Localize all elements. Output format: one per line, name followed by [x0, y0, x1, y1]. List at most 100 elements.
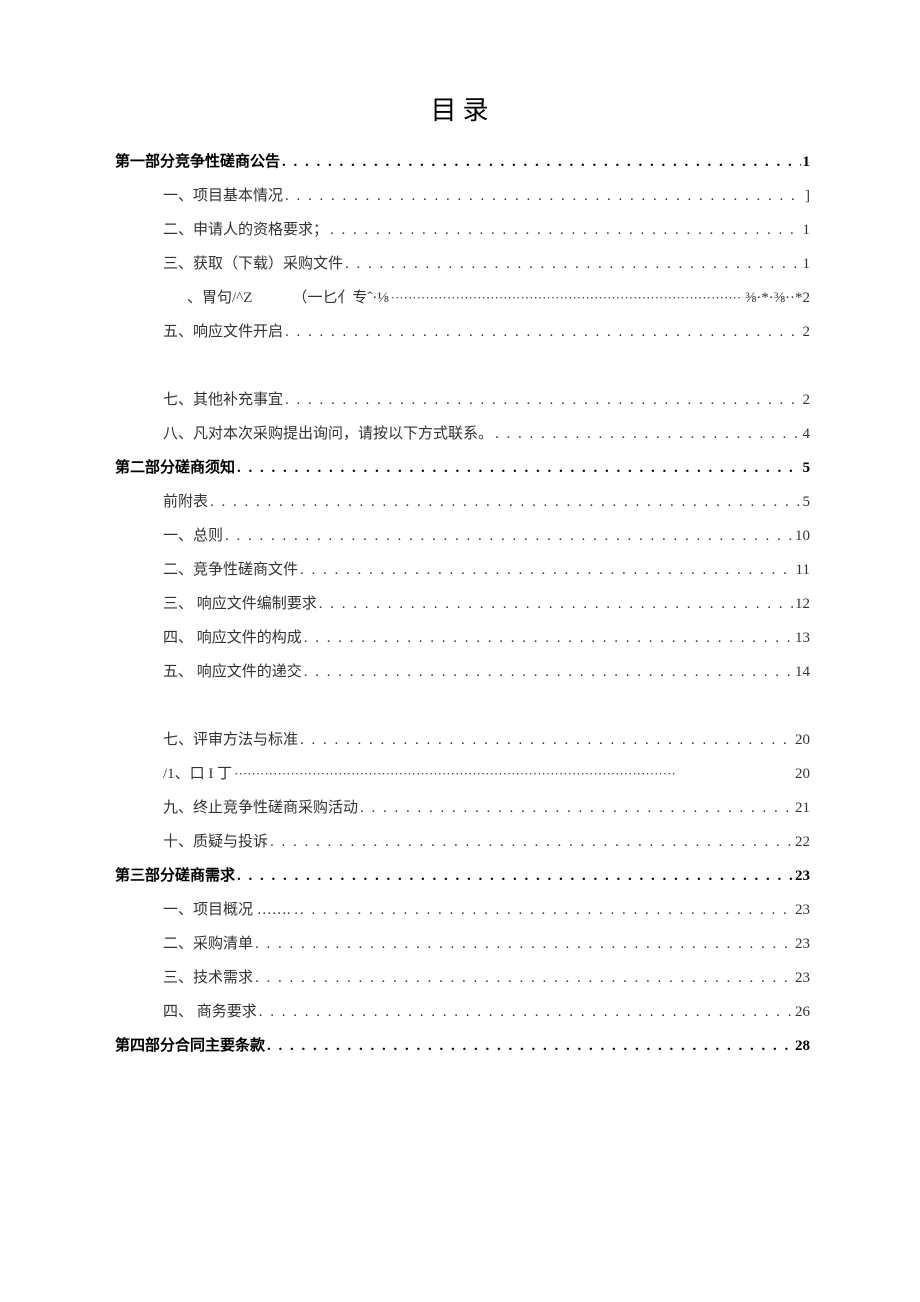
toc-page: 11	[796, 563, 810, 578]
toc-leader: . . . . . . . . . . . . . . . . . . . . …	[304, 631, 793, 646]
toc-label: 四、 响应文件的构成	[163, 631, 302, 646]
toc-page: 1	[803, 223, 811, 238]
toc-leader: . . . . . . . . . . . . . . . . . . . . …	[237, 461, 800, 476]
toc-label: 二、申请人的资格要求；	[163, 223, 328, 238]
toc-label: 第一部分竞争性磋商公告	[115, 155, 280, 170]
toc-blank-row	[115, 699, 810, 733]
toc-entry: 三、 响应文件编制要求 . . . . . . . . . . . . . . …	[163, 597, 810, 612]
toc-label: 五、响应文件开启	[163, 325, 283, 340]
toc-extra: （一匕亻专ˆ·⅛	[292, 291, 388, 306]
toc-entry-part4: 第四部分合同主要条款 . . . . . . . . . . . . . . .…	[115, 1039, 810, 1054]
toc-label: 九、终止竞争性磋商采购活动	[163, 801, 358, 816]
toc-page: 13	[795, 631, 810, 646]
toc-leader: . . . . . . . . . . . . . . . . . . . . …	[330, 223, 800, 238]
toc-label: 七、其他补充事宜	[163, 393, 283, 408]
toc-leader: . . . . . . . . . . . . . . . . . . . . …	[319, 597, 793, 612]
toc-label: 前附表	[163, 495, 208, 510]
toc-label: 二、竞争性磋商文件	[163, 563, 298, 578]
toc-page: 23	[795, 937, 810, 952]
toc-page: 10	[795, 529, 810, 544]
toc-label: 十、质疑与投诉	[163, 835, 268, 850]
toc-leader: . . . . . . . . . . . . . . . . . . . . …	[255, 937, 793, 952]
toc-leader: . . . . . . . . . . . . . . . . . . . . …	[270, 835, 793, 850]
toc-leader: . . . . . . . . . . . . . . . . . . . . …	[300, 733, 793, 748]
toc-leader: . . . . . . . . . . . . . . . . . . . . …	[304, 665, 793, 680]
toc-page: 5	[803, 495, 811, 510]
toc-leader: . . . . . . . . . . . . . . . . . . . . …	[495, 427, 800, 442]
toc-leader: . . . . . . . . . . . . . . . . . . . . …	[267, 1039, 793, 1054]
toc-leader: . . . . . . . . . . . . . . . . . . . . …	[237, 869, 793, 884]
toc-page: 23	[795, 971, 810, 986]
toc-label: 二、采购清单	[163, 937, 253, 952]
toc-entry: 十、质疑与投诉 . . . . . . . . . . . . . . . . …	[163, 835, 810, 850]
toc-entry: 九、终止竞争性磋商采购活动 . . . . . . . . . . . . . …	[163, 801, 810, 816]
toc-entry: 二、竞争性磋商文件 . . . . . . . . . . . . . . . …	[163, 563, 810, 578]
toc-leader: . . . . . . . . . . . . . . . . . . . . …	[282, 155, 800, 170]
toc-page: 4	[803, 427, 811, 442]
toc-label: 一、项目概况 ……. .	[163, 903, 298, 918]
toc-label: 三、 响应文件编制要求	[163, 597, 317, 612]
toc-label: 一、总则	[163, 529, 223, 544]
toc-page: 22	[795, 835, 810, 850]
toc-entry: 五、响应文件开启 . . . . . . . . . . . . . . . .…	[163, 325, 810, 340]
toc-entry: 一、项目概况 ……. . . . . . . . . . . . . . . .…	[163, 903, 810, 918]
toc-page: 20	[795, 767, 810, 782]
toc-label: 七、评审方法与标准	[163, 733, 298, 748]
toc-entry: 五、 响应文件的递交 . . . . . . . . . . . . . . .…	[163, 665, 810, 680]
toc-leader: . . . . . . . . . . . . . . . . . . . . …	[360, 801, 793, 816]
toc-page: 1	[803, 155, 811, 170]
toc-label: 三、获取（下载）采购文件	[163, 257, 343, 272]
toc-leader: . . . . . . . . . . . . . . . . . . . . …	[285, 393, 800, 408]
toc-leader: . . . . . . . . . . . . . . . . . . . . …	[300, 563, 794, 578]
toc-entry: 七、评审方法与标准 . . . . . . . . . . . . . . . …	[163, 733, 810, 748]
toc-page: ⅜·*·⅜··*2	[745, 291, 810, 306]
toc-entry-garbled: 、胃句/^Z （一匕亻专ˆ·⅛ ························…	[187, 291, 810, 306]
toc-page: 1	[803, 257, 811, 272]
toc-page: 20	[795, 733, 810, 748]
toc-label: 第二部分磋商须知	[115, 461, 235, 476]
toc-page: ]	[805, 189, 810, 204]
toc-page: 2	[803, 393, 811, 408]
toc-title: 目录	[115, 90, 810, 127]
toc-leader: . . . . . . . . . . . . . . . . . . . . …	[285, 189, 803, 204]
toc-label: 八、凡对本次采购提出询问，请按以下方式联系。	[163, 427, 493, 442]
toc-page: 5	[803, 461, 811, 476]
toc-leader: . . . . . . . . . . . . . . . . . . . . …	[300, 903, 793, 918]
toc-page: 26	[795, 1005, 810, 1020]
toc-page: 12	[795, 597, 810, 612]
toc-label: 三、技术需求	[163, 971, 253, 986]
toc-entry-part2: 第二部分磋商须知 . . . . . . . . . . . . . . . .…	[115, 461, 810, 476]
toc-entry: 一、项目基本情况 . . . . . . . . . . . . . . . .…	[163, 189, 810, 204]
toc-label: 、胃句/^Z	[187, 291, 252, 306]
toc-leader: . . . . . . . . . . . . . . . . . . . . …	[210, 495, 800, 510]
toc-entry-part1: 第一部分竞争性磋商公告 . . . . . . . . . . . . . . …	[115, 155, 810, 170]
toc-label: 一、项目基本情况	[163, 189, 283, 204]
toc-label: 四、 商务要求	[163, 1005, 257, 1020]
toc-entry: 七、其他补充事宜 . . . . . . . . . . . . . . . .…	[163, 393, 810, 408]
toc-blank-row	[115, 359, 810, 393]
toc-entry: 四、 响应文件的构成 . . . . . . . . . . . . . . .…	[163, 631, 810, 646]
toc-leader: . . . . . . . . . . . . . . . . . . . . …	[259, 1005, 793, 1020]
toc-leader: . . . . . . . . . . . . . . . . . . . . …	[345, 257, 800, 272]
toc-label: 第三部分磋商需求	[115, 869, 235, 884]
toc-entry: 一、总则 . . . . . . . . . . . . . . . . . .…	[163, 529, 810, 544]
toc-entry: 二、申请人的资格要求； . . . . . . . . . . . . . . …	[163, 223, 810, 238]
toc-leader: . . . . . . . . . . . . . . . . . . . . …	[255, 971, 793, 986]
toc-entry: 八、凡对本次采购提出询问，请按以下方式联系。 . . . . . . . . .…	[163, 427, 810, 442]
toc-leader: ········································…	[391, 291, 743, 304]
toc-label: 第四部分合同主要条款	[115, 1039, 265, 1054]
toc-entry: 三、技术需求 . . . . . . . . . . . . . . . . .…	[163, 971, 810, 986]
toc-entry-garbled: /1、口 I 丁 ·······························…	[163, 767, 810, 782]
toc-entry: 前附表 . . . . . . . . . . . . . . . . . . …	[163, 495, 810, 510]
toc-page: 28	[795, 1039, 810, 1054]
toc-leader: . . . . . . . . . . . . . . . . . . . . …	[285, 325, 800, 340]
toc-label: /1、口 I 丁	[163, 767, 232, 782]
toc-leader: ········································…	[234, 767, 793, 780]
toc-page: 21	[795, 801, 810, 816]
toc-label: 五、 响应文件的递交	[163, 665, 302, 680]
toc-page: 2	[803, 325, 811, 340]
toc-page: 14	[795, 665, 810, 680]
toc-page: 23	[795, 869, 810, 884]
toc-entry: 三、获取（下载）采购文件 . . . . . . . . . . . . . .…	[163, 257, 810, 272]
toc-page: 23	[795, 903, 810, 918]
